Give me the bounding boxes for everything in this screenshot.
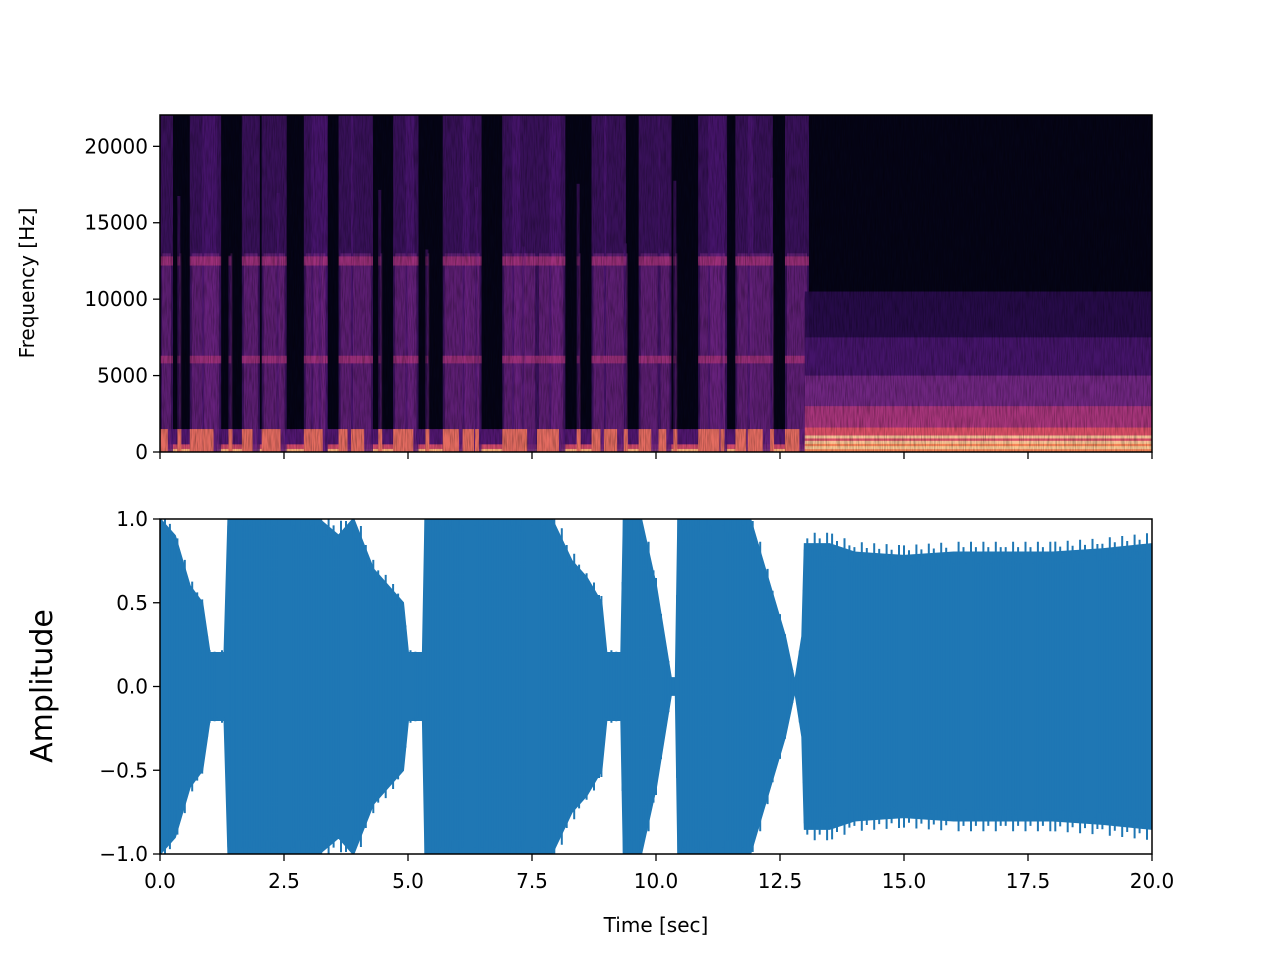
spectrogram-panel: 0 5000 10000 15000 20000 Frequency [Hz] bbox=[15, 114, 1153, 464]
waveform-y-tick-label: 0.0 bbox=[116, 675, 148, 699]
waveform-signal bbox=[160, 519, 1151, 854]
waveform-x-axis-label: Time [sec] bbox=[603, 913, 709, 937]
waveform-y-axis-label: Amplitude bbox=[25, 609, 60, 763]
waveform-x-tick-label: 12.5 bbox=[758, 869, 803, 893]
waveform-x-tick-label: 17.5 bbox=[1006, 869, 1051, 893]
spectrogram-y-tick-label: 5000 bbox=[97, 364, 148, 388]
spectrogram-y-tick-label: 10000 bbox=[84, 287, 148, 311]
waveform-x-tick-label: 0.0 bbox=[144, 869, 176, 893]
waveform-y-tick-label: 0.5 bbox=[116, 591, 148, 615]
waveform-x-tick-label: 20.0 bbox=[1130, 869, 1175, 893]
spectrogram-y-axis-label: Frequency [Hz] bbox=[15, 208, 39, 359]
waveform-panel: −1.0 −0.5 0.0 0.5 1.0 0.0 2.5 5.0 7.5 10.0 12.5 15… bbox=[25, 507, 1174, 937]
spectrogram-texture bbox=[160, 115, 1152, 452]
spectrogram-y-tick-label: 20000 bbox=[84, 134, 148, 158]
waveform-x-tick-label: 15.0 bbox=[882, 869, 927, 893]
spectrogram-y-tick-label: 15000 bbox=[84, 211, 148, 235]
waveform-y-tick-label: −0.5 bbox=[99, 758, 148, 782]
waveform-y-tick-label: −1.0 bbox=[99, 842, 148, 866]
waveform-x-tick-label: 2.5 bbox=[268, 869, 300, 893]
waveform-x-tick-label: 5.0 bbox=[392, 869, 424, 893]
waveform-y-tick-label: 1.0 bbox=[116, 507, 148, 531]
waveform-x-tick-label: 10.0 bbox=[634, 869, 679, 893]
spectrogram-y-tick-label: 0 bbox=[135, 440, 148, 464]
waveform-x-tick-label: 7.5 bbox=[516, 869, 548, 893]
